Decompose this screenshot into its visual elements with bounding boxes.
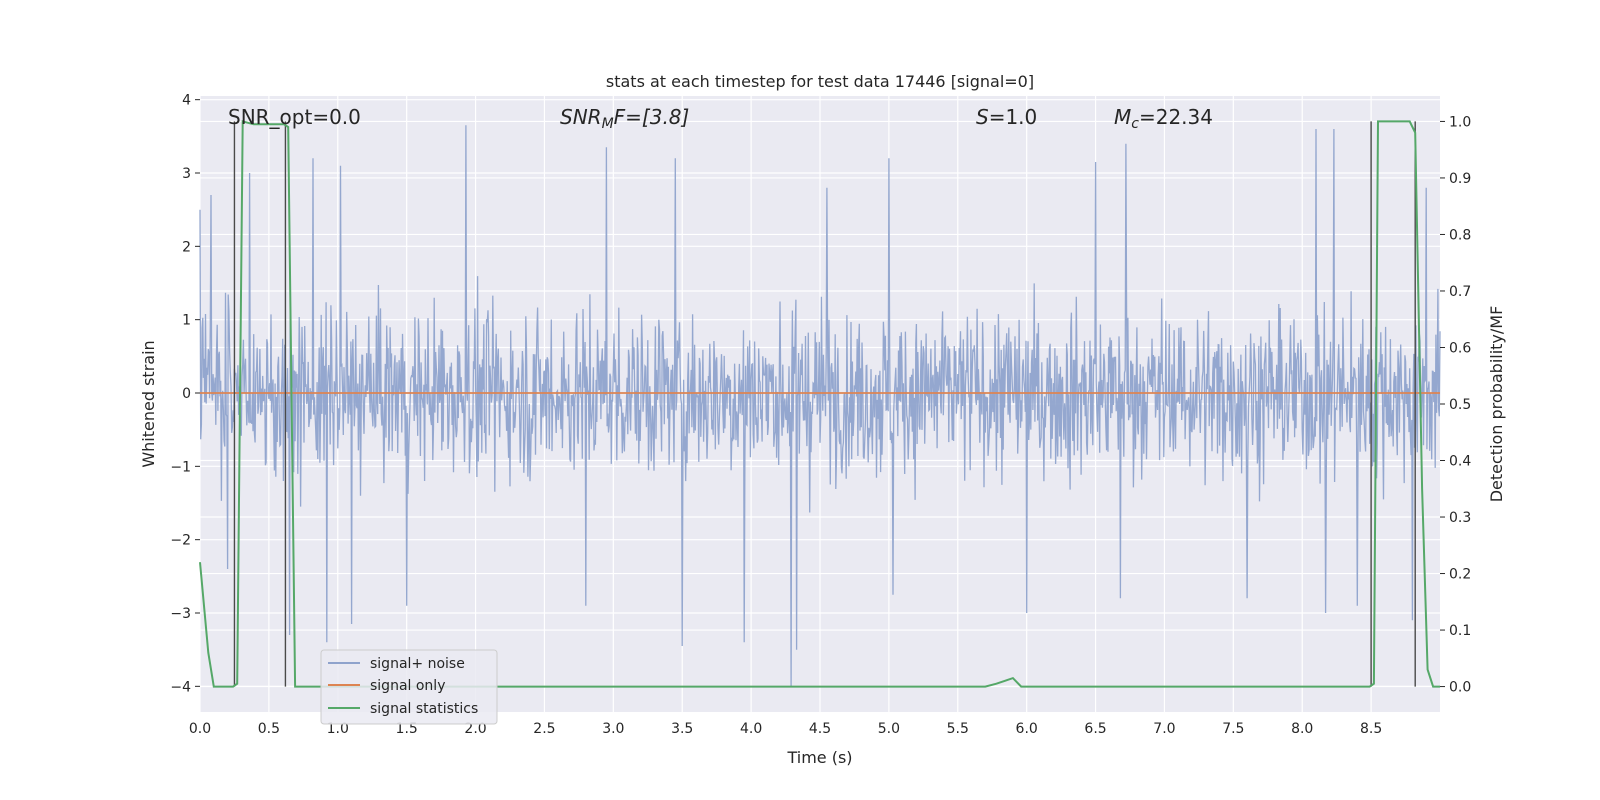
x-tick-label: 4.0	[740, 721, 762, 737]
right-y-tick-label: 0.3	[1449, 510, 1471, 526]
right-y-tick-label: 0.2	[1449, 567, 1471, 583]
legend-box	[320, 649, 498, 725]
right-y-axis-label: Detection probability/MF	[1487, 306, 1506, 503]
x-axis-label: Time (s)	[786, 748, 852, 767]
left-y-tick-label: −4	[170, 679, 191, 695]
left-y-tick-label: −1	[170, 459, 191, 475]
snr-opt-annotation: SNR_opt=0.0	[228, 105, 361, 129]
detection-markers	[233, 121, 1416, 687]
signal-noise-line	[199, 125, 1441, 687]
chart-title: stats at each timestep for test data 174…	[606, 72, 1034, 91]
x-tick-label: 5.0	[878, 721, 900, 737]
right-y-tick-label: 0.1	[1449, 623, 1471, 639]
legend: signal+ noise signal only signal statist…	[320, 649, 498, 725]
x-tick-label: 7.0	[1153, 721, 1175, 737]
x-tick-label: 8.0	[1291, 721, 1313, 737]
left-y-tick-label: −3	[170, 606, 191, 622]
mc-annotation: Mc=22.34	[1114, 105, 1213, 132]
left-y-tick-label: 3	[182, 166, 191, 182]
x-tick-label: 2.0	[464, 721, 486, 737]
x-tick-label: 2.5	[533, 721, 555, 737]
x-tick-label: 4.5	[809, 721, 831, 737]
right-y-tick-label: 0.6	[1449, 340, 1471, 356]
x-tick-label: 3.5	[671, 721, 693, 737]
right-y-tick-label: 0.7	[1449, 284, 1471, 300]
x-tick-label: 3.0	[602, 721, 624, 737]
signal-statistics-series	[199, 120, 1440, 688]
left-y-tick-label: 0	[182, 386, 191, 402]
x-tick-label: 7.5	[1222, 721, 1244, 737]
signal-noise-series	[199, 125, 1441, 687]
x-tick-label: 1.5	[396, 721, 418, 737]
right-y-axis-ticks: 0.0 0.1 0.2 0.3 0.4 0.5 0.6 0.7 0.8 0.9 1.0	[1440, 114, 1471, 696]
x-tick-label: 1.0	[327, 721, 349, 737]
legend-label-noise: signal+ noise	[370, 656, 465, 672]
left-y-axis-ticks: −4 −3 −2 −1 0 1 2 3 4	[170, 93, 200, 695]
x-tick-label: 5.5	[947, 721, 969, 737]
x-tick-label: 0.5	[258, 721, 280, 737]
legend-label-stats: signal statistics	[370, 701, 478, 717]
x-tick-label: 6.0	[1016, 721, 1038, 737]
left-y-tick-label: 2	[182, 239, 191, 255]
right-y-tick-label: 0.4	[1449, 454, 1471, 470]
left-y-tick-label: 1	[182, 313, 191, 329]
left-y-tick-label: −2	[170, 533, 191, 549]
right-y-tick-label: 1.0	[1449, 114, 1471, 130]
left-y-tick-label: 4	[182, 93, 191, 109]
signal-statistics-line	[199, 120, 1440, 688]
x-tick-label: 0.0	[189, 721, 211, 737]
right-y-tick-label: 0.8	[1449, 227, 1471, 243]
s-annotation: S=1.0	[976, 105, 1037, 129]
right-y-tick-label: 0.9	[1449, 171, 1471, 187]
right-y-tick-label: 0.0	[1449, 680, 1471, 696]
legend-label-signal: signal only	[370, 678, 445, 694]
snr-mf-annotation: SNRMF=[3.8]	[560, 105, 689, 132]
x-tick-label: 8.5	[1360, 721, 1382, 737]
right-y-tick-label: 0.5	[1449, 397, 1471, 413]
x-tick-label: 6.5	[1084, 721, 1106, 737]
x-axis-ticks: 0.0 0.5 1.0 1.5 2.0 2.5 3.0 3.5 4.0 4.5 5.0 5.5 6.0 6…	[189, 721, 1382, 737]
left-y-axis-label: Whitened strain	[139, 340, 158, 467]
